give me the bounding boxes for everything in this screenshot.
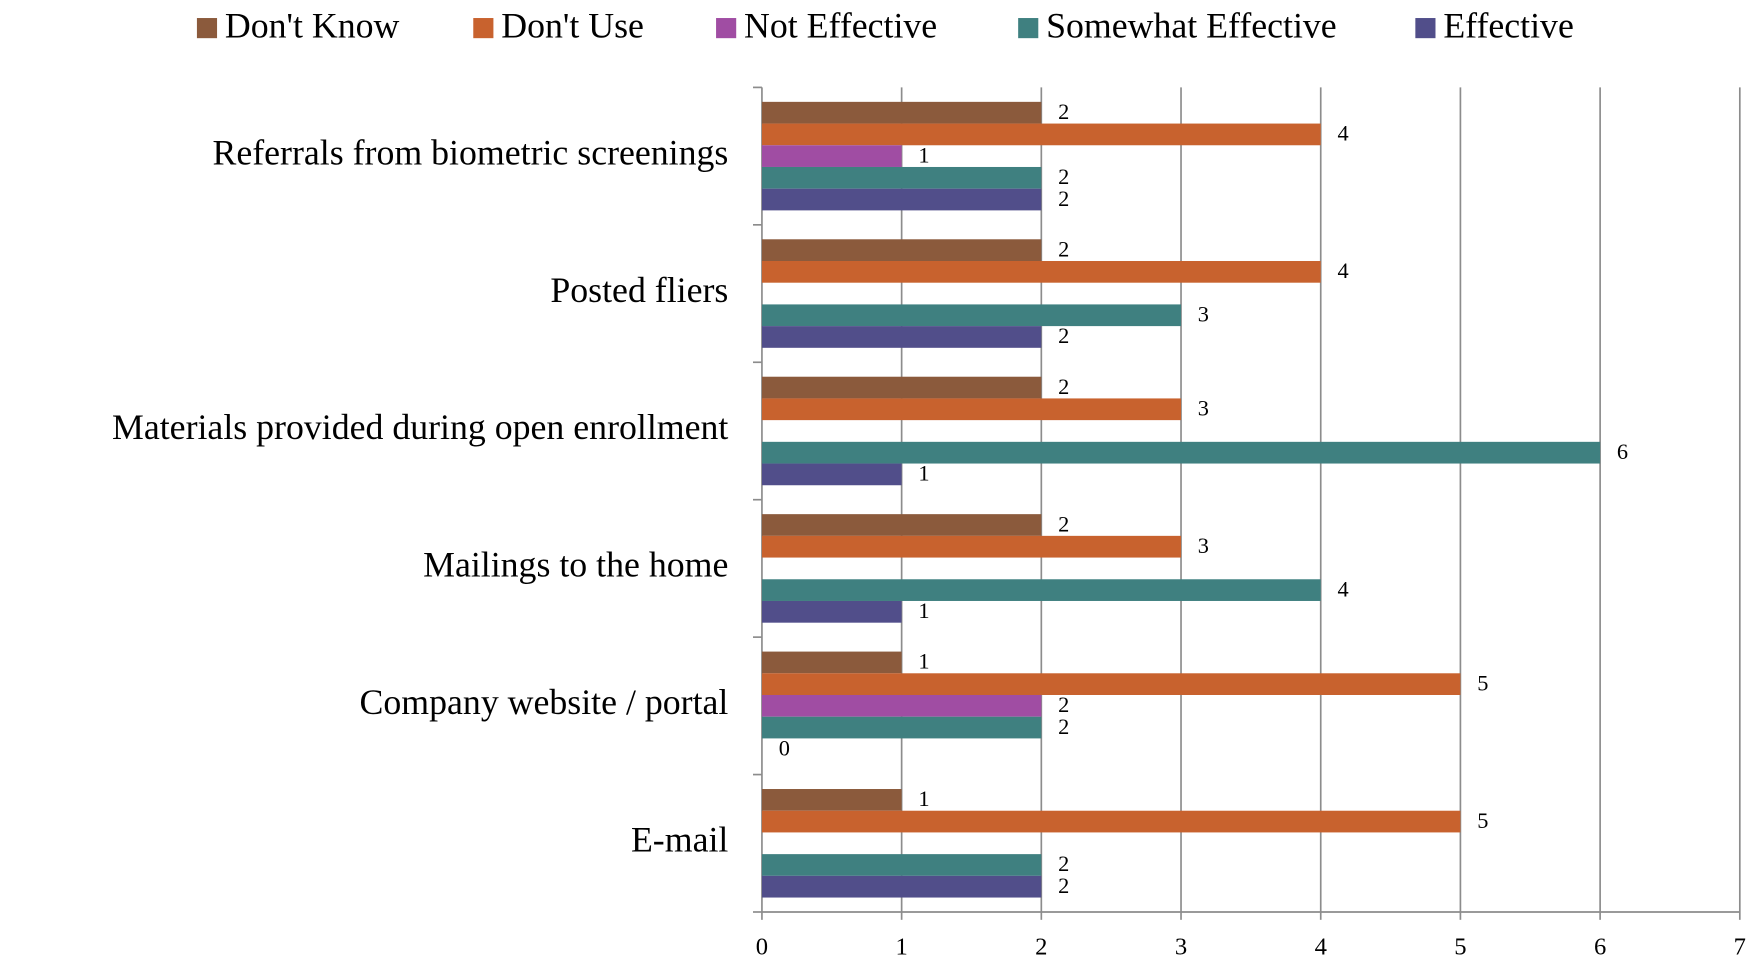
bar: [761, 376, 1042, 399]
bar: [761, 239, 1042, 261]
bar: [761, 441, 1601, 464]
bar-value-label: 5: [1477, 808, 1488, 833]
bar-value-label: 2: [1058, 236, 1069, 261]
bar-value-label: 2: [1058, 692, 1069, 717]
y-tick-label: Referrals from biometric screenings: [212, 132, 728, 172]
x-tick-label: 3: [1175, 934, 1187, 958]
legend-swatch: [473, 18, 494, 39]
bar-value-label: 2: [1058, 323, 1069, 348]
bar-value-label: 4: [1338, 258, 1349, 283]
legend-swatch: [716, 18, 737, 39]
bar: [761, 789, 902, 811]
bar: [761, 166, 1042, 189]
bar-value-label: 3: [1198, 533, 1209, 558]
x-tick-label: 1: [895, 934, 907, 958]
bar-value-label: 1: [918, 598, 929, 623]
bar-value-label: 2: [1058, 186, 1069, 211]
bar-value-label: 4: [1338, 121, 1349, 146]
bar-value-label: 2: [1058, 873, 1069, 898]
bar: [761, 673, 1461, 695]
legend-label: Effective: [1443, 5, 1574, 45]
x-tick-label: 7: [1734, 934, 1746, 958]
y-tick-label: Posted fliers: [550, 270, 728, 310]
y-tick-label: Mailings to the home: [423, 545, 728, 585]
bar: [761, 716, 1042, 739]
bar: [761, 123, 1321, 146]
x-tick-label: 6: [1594, 934, 1606, 958]
bar-value-label: 3: [1198, 396, 1209, 421]
y-tick-label: E-mail: [631, 819, 728, 859]
x-tick-label: 0: [756, 934, 768, 958]
legend-swatch: [1415, 18, 1436, 39]
bar: [761, 694, 1042, 717]
bar: [761, 875, 1042, 898]
bar-value-label: 5: [1477, 670, 1488, 695]
y-tick-label: Company website / portal: [360, 682, 729, 722]
x-tick-label: 5: [1454, 934, 1466, 958]
bar-value-label: 4: [1338, 576, 1349, 601]
bar: [761, 304, 1182, 327]
bar-value-label: 2: [1058, 511, 1069, 536]
bar: [761, 188, 1042, 211]
bar: [761, 463, 902, 486]
legend-label: Somewhat Effective: [1046, 5, 1337, 45]
bar: [761, 854, 1042, 876]
bar-value-label: 2: [1058, 164, 1069, 189]
bar-value-label: 2: [1058, 374, 1069, 399]
bar-value-label: 2: [1058, 714, 1069, 739]
bar: [761, 398, 1182, 421]
bar-value-label: 2: [1058, 99, 1069, 124]
bar-value-label: 1: [918, 649, 929, 674]
bar: [761, 579, 1321, 601]
bar: [761, 326, 1042, 348]
x-tick-label: 4: [1315, 934, 1327, 958]
bar: [761, 260, 1321, 283]
bar: [761, 600, 902, 623]
bar: [761, 810, 1461, 833]
legend-swatch: [1018, 18, 1039, 39]
bar-value-label: 1: [918, 786, 929, 811]
bar: [761, 651, 902, 674]
bar: [761, 101, 1042, 124]
bar-value-label: 6: [1617, 439, 1628, 464]
bar-value-label: 2: [1058, 851, 1069, 876]
legend-label: Don't Use: [501, 5, 644, 45]
legend-swatch: [196, 18, 218, 39]
legend-label: Don't Know: [225, 5, 400, 45]
bar: [761, 145, 902, 167]
bar: [761, 514, 1042, 536]
bar-value-label: 1: [918, 461, 929, 486]
y-tick-label: Materials provided during open enrollmen…: [112, 407, 728, 447]
bar-value-label: 0: [779, 736, 790, 761]
legend-label: Not Effective: [744, 5, 937, 45]
x-tick-label: 2: [1035, 934, 1047, 958]
bar-value-label: 3: [1198, 302, 1209, 327]
bar: [761, 535, 1182, 558]
bar-value-label: 1: [918, 142, 929, 167]
